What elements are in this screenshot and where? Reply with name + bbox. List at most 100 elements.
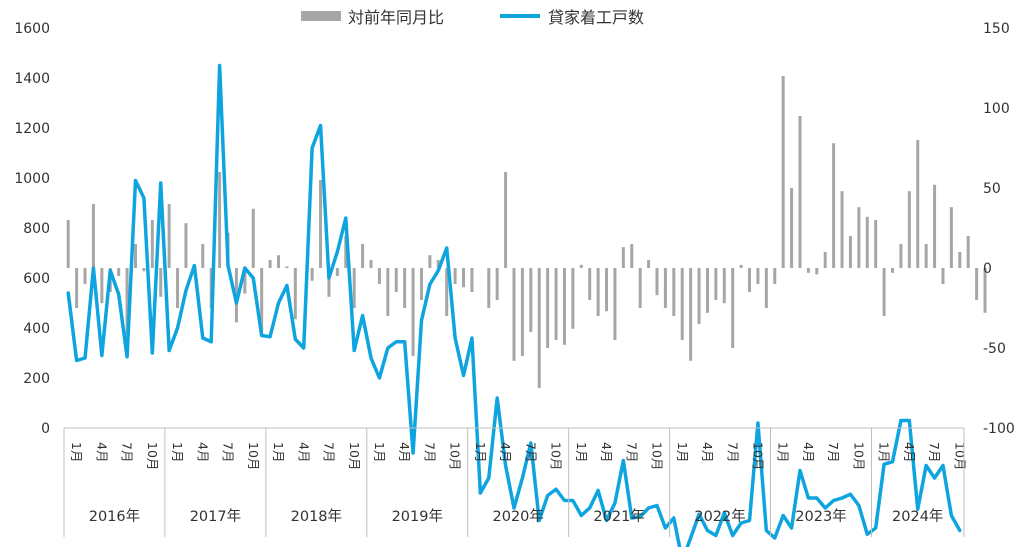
bar (125, 268, 129, 336)
month-label: 10月 (650, 442, 665, 470)
left-axis-tick-label: 800 (23, 221, 50, 237)
bar (117, 268, 121, 276)
bar (352, 268, 356, 308)
bar (899, 244, 903, 268)
bar (344, 236, 348, 268)
month-label: 7月 (423, 442, 438, 462)
bar (83, 268, 87, 284)
bar (966, 236, 970, 268)
bar (537, 268, 541, 388)
bar (66, 220, 70, 268)
bar (159, 268, 163, 297)
bar (891, 268, 894, 273)
left-axis-tick-label: 0 (41, 421, 50, 437)
bar (596, 268, 600, 316)
bar (184, 223, 188, 268)
month-label: 1月 (69, 442, 84, 462)
month-label: 7月 (624, 442, 639, 462)
bar (663, 268, 667, 308)
month-label: 7月 (927, 442, 942, 462)
bar (638, 268, 642, 308)
month-label: 7月 (221, 442, 236, 462)
month-label: 1月 (473, 442, 488, 462)
month-label: 1月 (170, 442, 185, 462)
right-axis-tick-label: 100 (983, 101, 1010, 117)
bar (319, 180, 323, 268)
bar (798, 116, 802, 268)
bar (134, 244, 137, 268)
bar (806, 268, 810, 273)
month-label: 7月 (523, 442, 538, 462)
year-label: 2023年 (795, 508, 846, 525)
bar (377, 268, 381, 284)
bar (276, 255, 280, 268)
bar (722, 268, 726, 304)
bar (865, 216, 869, 268)
bar (310, 268, 314, 281)
month-label: 10月 (145, 442, 160, 470)
bar (680, 268, 684, 340)
bar (91, 204, 95, 268)
line-series (66, 63, 962, 547)
left-axis-tick-label: 1200 (14, 121, 50, 137)
right-axis-tick-label: -50 (983, 341, 1006, 357)
bar (756, 268, 760, 284)
bar (731, 268, 735, 348)
month-label: 4月 (902, 442, 917, 462)
bar (495, 268, 499, 300)
month-label: 4月 (195, 442, 210, 462)
year-label: 2021年 (593, 508, 644, 525)
bar (823, 252, 827, 268)
right-axis-tick-label: 150 (983, 21, 1010, 37)
bar (243, 268, 247, 294)
bar (470, 268, 474, 292)
month-label: 4月 (94, 442, 109, 462)
month-label: 1月 (675, 442, 690, 462)
month-label: 4月 (801, 442, 816, 462)
bar (630, 244, 634, 268)
bar (504, 172, 508, 268)
bar (520, 268, 524, 356)
month-label: 7月 (322, 442, 337, 462)
bar (773, 268, 777, 284)
bar (428, 255, 432, 268)
month-label: 1月 (271, 442, 286, 462)
bar (840, 191, 844, 268)
bar (579, 264, 583, 268)
bar (462, 268, 466, 288)
bar (546, 268, 550, 348)
bar (907, 191, 911, 268)
month-label: 7月 (826, 442, 841, 462)
legend-line-label: 貸家着工戸数 (548, 8, 644, 27)
month-label: 4月 (599, 442, 614, 462)
bar (933, 184, 937, 268)
bar (647, 260, 651, 268)
right-axis-tick-label: 0 (983, 261, 992, 277)
year-label: 2016年 (89, 508, 140, 525)
bar (689, 268, 693, 361)
year-label: 2024年 (892, 508, 943, 525)
bar (251, 208, 255, 268)
bar (285, 266, 289, 268)
month-label: 4月 (397, 442, 412, 462)
left-axis-tick-label: 200 (23, 371, 50, 387)
year-label: 2020年 (493, 508, 544, 525)
bar (621, 247, 625, 268)
bar (748, 268, 752, 292)
left-axis-tick-label: 1400 (14, 71, 50, 87)
bar (857, 207, 861, 268)
month-label: 1月 (776, 442, 791, 462)
bar (697, 268, 701, 324)
bar (983, 268, 987, 313)
bar (142, 268, 146, 272)
bar (453, 268, 457, 284)
bar (739, 264, 743, 268)
year-label: 2017年 (190, 508, 241, 525)
bar (672, 268, 676, 316)
legend: 対前年同月比 貸家着工戸数 (301, 8, 644, 27)
bar (100, 268, 104, 304)
bar (167, 204, 171, 268)
bar (975, 268, 979, 300)
month-label: 7月 (120, 442, 135, 462)
